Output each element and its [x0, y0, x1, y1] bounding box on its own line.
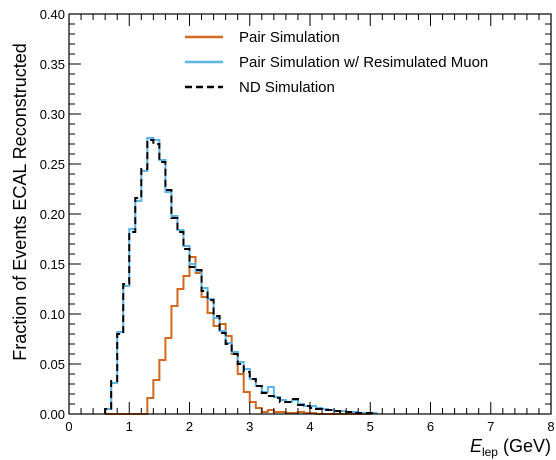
x-tick-label: 5 — [367, 419, 374, 434]
series-line-0 — [105, 256, 378, 415]
x-tick-label: 4 — [306, 419, 313, 434]
y-tick-label: 0.05 — [40, 357, 65, 372]
x-tick-label: 7 — [487, 419, 494, 434]
x-tick-label: 3 — [246, 419, 253, 434]
series-line-2 — [104, 139, 378, 414]
y-axis-title: Fraction of Events ECAL Reconstructed — [10, 43, 30, 360]
x-tick-label: 1 — [126, 419, 133, 434]
x-axis-title-sub: lep — [482, 445, 498, 459]
ticks-layer: 0 1 2 3 4 5 6 7 8 0.00 0.05 0.10 0.15 0.20 0.25 0.30 0.3… — [40, 7, 555, 434]
y-tick-label: 0.15 — [40, 257, 65, 272]
x-tick-label: 0 — [65, 419, 72, 434]
series-line-1 — [104, 137, 378, 414]
x-tick-label: 2 — [186, 419, 193, 434]
y-tick-label: 0.10 — [40, 307, 65, 322]
plot-frame — [68, 13, 552, 415]
legend-label-1: Pair Simulation w/ Resimulated Muon — [239, 54, 488, 71]
legend: Pair Simulation Pair Simulation w/ Resimu… — [185, 29, 488, 96]
y-tick-label: 0.25 — [40, 157, 65, 172]
y-tick-label: 0.00 — [40, 407, 65, 422]
x-axis-title: Elep (GeV) — [470, 436, 551, 459]
legend-label-2: ND Simulation — [239, 79, 335, 96]
x-axis-title-main: E — [470, 436, 483, 456]
x-axis-title-unit: (GeV) — [498, 436, 551, 456]
y-tick-label: 0.30 — [40, 107, 65, 122]
x-tick-label: 8 — [547, 419, 554, 434]
series-layer — [104, 137, 378, 415]
y-tick-label: 0.35 — [40, 57, 65, 72]
y-tick-label: 0.20 — [40, 207, 65, 222]
legend-label-0: Pair Simulation — [239, 29, 340, 46]
x-tick-label: 6 — [427, 419, 434, 434]
y-tick-label: 0.40 — [40, 7, 65, 22]
